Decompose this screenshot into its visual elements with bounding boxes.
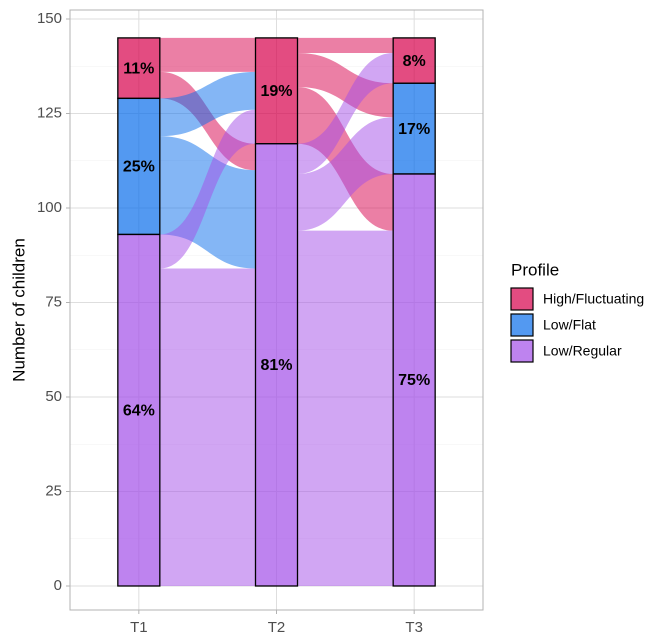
stratum bbox=[117, 97, 161, 236]
y-tick-label: 0 bbox=[54, 577, 62, 594]
stratum-label: 64% bbox=[123, 402, 155, 419]
legend-label: Low/Flat bbox=[543, 317, 596, 333]
flow bbox=[297, 230, 394, 586]
y-tick-label: 50 bbox=[45, 388, 62, 405]
stratum-label: 8% bbox=[403, 53, 426, 70]
flow bbox=[297, 37, 394, 54]
panel-border bbox=[69, 9, 484, 611]
legend-title: Profile bbox=[511, 260, 559, 279]
x-tick-label: T2 bbox=[268, 619, 286, 636]
stratum bbox=[117, 233, 161, 587]
stratum-label: 19% bbox=[260, 83, 292, 100]
stratum-label: 75% bbox=[398, 372, 430, 389]
legend-key bbox=[510, 339, 534, 363]
flow bbox=[159, 109, 256, 269]
x-tick-label: T3 bbox=[405, 619, 423, 636]
y-tick-label: 25 bbox=[45, 482, 62, 499]
y-tick-label: 125 bbox=[37, 104, 62, 121]
y-tick-label: 150 bbox=[37, 10, 62, 27]
flow bbox=[159, 71, 256, 137]
legend-label: High/Fluctuating bbox=[543, 291, 644, 307]
stratum-label: 17% bbox=[398, 121, 430, 138]
flow bbox=[159, 268, 256, 586]
x-tick-label: T1 bbox=[130, 619, 148, 636]
legend-key bbox=[510, 287, 534, 311]
stratum-label: 81% bbox=[260, 357, 292, 374]
flow bbox=[297, 53, 394, 174]
flow bbox=[159, 37, 256, 72]
legend-key bbox=[510, 313, 534, 337]
stratum bbox=[392, 37, 436, 84]
stratum bbox=[117, 37, 161, 100]
stratum bbox=[254, 143, 299, 587]
legend-label: Low/Regular bbox=[543, 343, 622, 359]
flow bbox=[297, 117, 394, 231]
flow bbox=[297, 53, 394, 118]
stratum-label: 25% bbox=[123, 159, 155, 176]
y-tick-label: 100 bbox=[37, 199, 62, 216]
stratum-label: 11% bbox=[123, 60, 154, 77]
y-axis-label: Number of children bbox=[9, 238, 28, 382]
y-tick-label: 75 bbox=[45, 293, 62, 310]
stratum bbox=[392, 173, 436, 587]
